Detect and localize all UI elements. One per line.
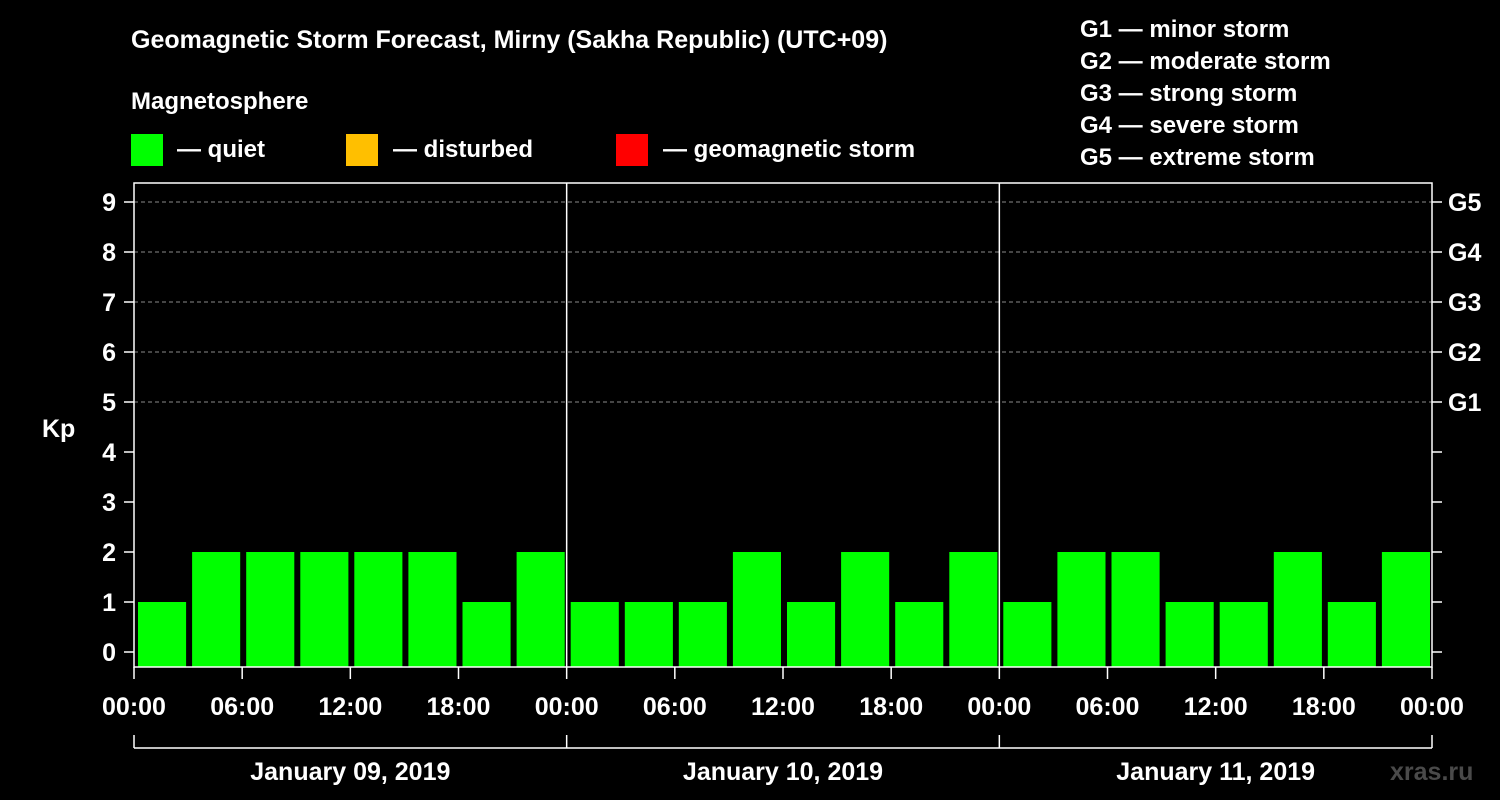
bar-2 — [246, 552, 295, 667]
x-tick-label-9: 06:00 — [1076, 693, 1140, 721]
bar-7 — [516, 552, 565, 667]
bar-8 — [570, 602, 619, 667]
y-tick-label-3: 3 — [102, 489, 116, 517]
bar-18 — [1111, 552, 1160, 667]
x-tick-label-6: 12:00 — [751, 693, 815, 721]
legend-label-storm: — geomagnetic storm — [663, 136, 915, 163]
bar-1 — [192, 552, 241, 667]
bar-11 — [732, 552, 781, 667]
scale-g3: G3 — strong storm — [1080, 80, 1297, 107]
y-tick-label-4: 4 — [102, 439, 116, 467]
g-label-g3: G3 — [1448, 289, 1481, 317]
bar-19 — [1165, 602, 1214, 667]
plot-frame — [133, 182, 1433, 668]
y-tick-label-6: 6 — [102, 339, 116, 367]
bar-6 — [462, 602, 511, 667]
watermark: xras.ru — [1390, 758, 1473, 786]
x-tick-label-4: 00:00 — [535, 693, 599, 721]
bar-14 — [895, 602, 944, 667]
y-tick-label-5: 5 — [102, 389, 116, 417]
x-tick-label-5: 06:00 — [643, 693, 707, 721]
bar-5 — [408, 552, 457, 667]
g-label-g1: G1 — [1448, 389, 1481, 417]
y-ticks: 0 1 2 3 4 5 6 7 8 9 — [102, 189, 134, 667]
legend-item-disturbed: — disturbed — [346, 134, 533, 166]
x-tick-label-2: 12:00 — [318, 693, 382, 721]
bars — [138, 552, 1430, 667]
legend-swatch-storm — [616, 134, 648, 166]
bar-21 — [1273, 552, 1322, 667]
y-tick-label-2: 2 — [102, 539, 116, 567]
day-label-1: January 10, 2019 — [683, 758, 883, 786]
grid-lines — [134, 201, 1432, 403]
g-scale-ticks: G1 G2 G3 G4 G5 — [1432, 189, 1481, 653]
storm-scale-list: G1 — minor storm G2 — moderate storm G3 … — [1080, 16, 1331, 171]
y-axis-label: Kp — [42, 415, 75, 443]
x-tick-label-3: 18:00 — [427, 693, 491, 721]
y-tick-label-8: 8 — [102, 239, 116, 267]
day-label-2: January 11, 2019 — [1116, 758, 1315, 786]
scale-g4: G4 — severe storm — [1080, 112, 1299, 139]
x-tick-label-11: 18:00 — [1292, 693, 1356, 721]
bar-9 — [624, 602, 673, 667]
chart-title: Geomagnetic Storm Forecast, Mirny (Sakha… — [131, 26, 887, 54]
bar-23 — [1381, 552, 1430, 667]
legend-item-storm: — geomagnetic storm — [616, 134, 915, 166]
g-label-g5: G5 — [1448, 189, 1481, 217]
legend-item-quiet: — quiet — [131, 134, 265, 166]
bar-17 — [1057, 552, 1106, 667]
day-labels: January 09, 2019 January 10, 2019 January … — [133, 735, 1433, 786]
g-label-g4: G4 — [1448, 239, 1481, 267]
bar-13 — [841, 552, 890, 667]
legend-label-quiet: — quiet — [177, 136, 265, 163]
x-tick-label-7: 18:00 — [859, 693, 923, 721]
bar-4 — [354, 552, 403, 667]
legend-swatch-quiet — [131, 134, 163, 166]
x-tick-label-10: 12:00 — [1184, 693, 1248, 721]
bar-10 — [678, 602, 727, 667]
y-tick-label-7: 7 — [102, 289, 116, 317]
y-tick-label-9: 9 — [102, 189, 116, 217]
bar-3 — [300, 552, 349, 667]
bar-20 — [1219, 602, 1268, 667]
day-label-0: January 09, 2019 — [250, 758, 450, 786]
g-label-g2: G2 — [1448, 339, 1481, 367]
bar-15 — [949, 552, 998, 667]
legend-label-disturbed: — disturbed — [393, 136, 533, 163]
legend-swatch-disturbed — [346, 134, 378, 166]
bar-12 — [787, 602, 836, 667]
bar-16 — [1003, 602, 1052, 667]
x-tick-label-12: 00:00 — [1400, 693, 1464, 721]
x-ticks: 00:00 06:00 12:00 18:00 00:00 06:00 12:00 18:00… — [102, 667, 1464, 721]
x-tick-label-0: 00:00 — [102, 693, 166, 721]
scale-g2: G2 — moderate storm — [1080, 48, 1331, 75]
bar-0 — [138, 602, 187, 667]
x-tick-label-1: 06:00 — [210, 693, 274, 721]
y-tick-label-0: 0 — [102, 639, 116, 667]
bar-22 — [1327, 602, 1376, 667]
x-tick-label-8: 00:00 — [967, 693, 1031, 721]
scale-g1: G1 — minor storm — [1080, 16, 1289, 43]
y-tick-label-1: 1 — [102, 589, 116, 617]
scale-g5: G5 — extreme storm — [1080, 144, 1315, 171]
legend-heading: Magnetosphere — [131, 88, 308, 115]
